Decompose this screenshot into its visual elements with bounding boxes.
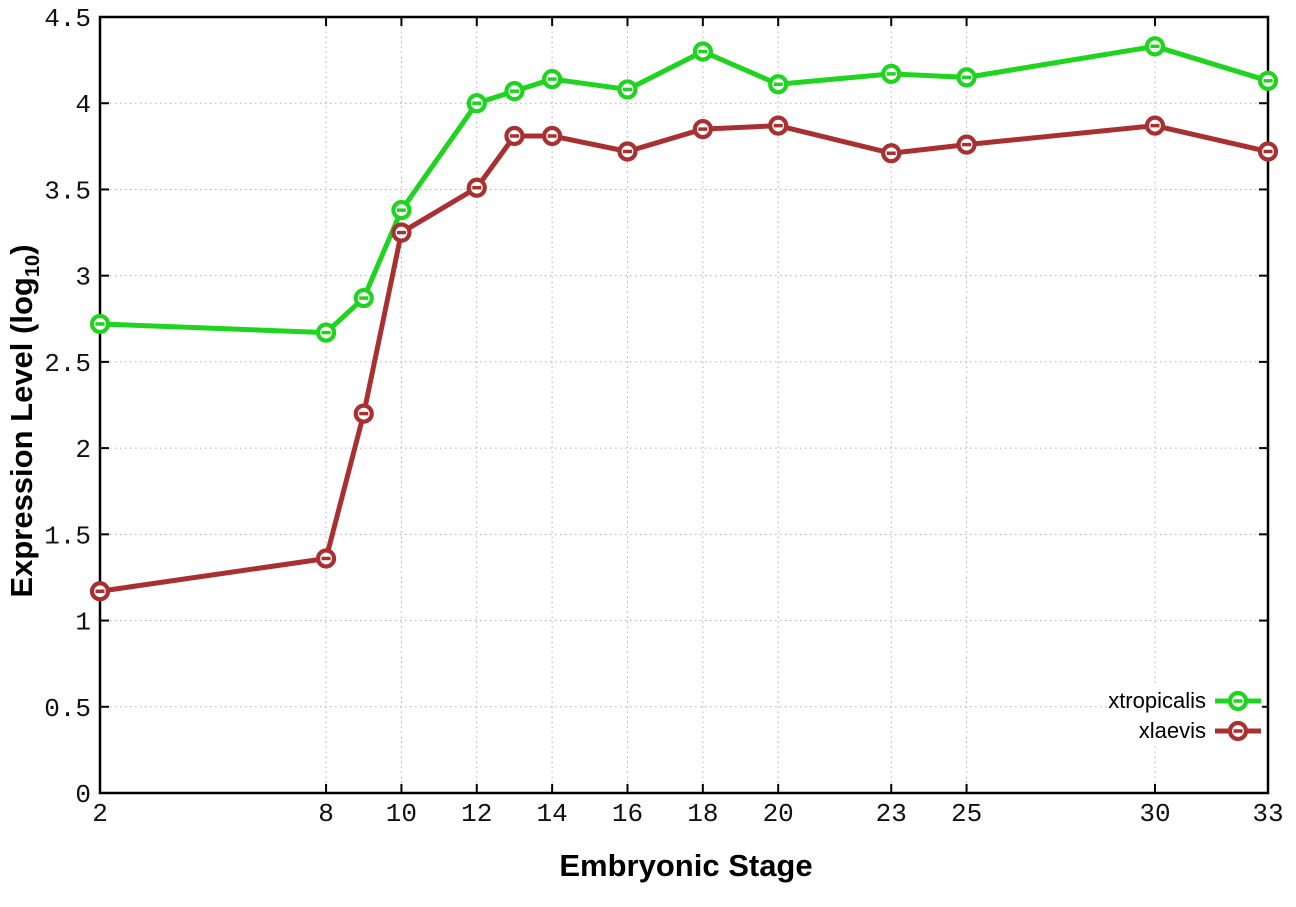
series-line-xlaevis (97, 123, 1271, 594)
x-axis-label: Embryonic Stage (559, 848, 813, 883)
legend-label-xtropicalis: xtropicalis (1108, 688, 1206, 713)
x-tick-label: 14 (537, 799, 568, 829)
y-tick-label: 4.5 (44, 4, 91, 34)
x-tick-label: 10 (386, 799, 417, 829)
y-axis-label-subscript: 10 (22, 254, 45, 278)
legend-item-xtropicalis: xtropicalis (1108, 686, 1262, 716)
legend: xtropicalis xlaevis (1108, 686, 1262, 746)
y-axis-label-text: Expression Level (log (4, 277, 39, 598)
legend-marker-xlaevis (1215, 720, 1261, 742)
x-tick-label: 25 (951, 799, 982, 829)
y-tick-label: 2 (75, 435, 91, 465)
y-tick-label: 2.5 (44, 349, 91, 379)
plot-border (98, 15, 1270, 795)
x-tick-label: 30 (1139, 799, 1170, 829)
x-tick-label: 23 (876, 799, 907, 829)
y-tick-label: 1.5 (44, 521, 91, 551)
legend-label-xlaevis: xlaevis (1138, 718, 1206, 743)
legend-marker-xtropicalis (1215, 690, 1261, 712)
legend-item-xlaevis: xlaevis (1108, 716, 1262, 746)
y-tick-label: 1 (75, 608, 91, 638)
x-tick-label: 16 (612, 799, 643, 829)
y-axis-label-suffix: ) (4, 244, 39, 255)
y-tick-label: 3 (75, 263, 91, 293)
y-tick-label: 0 (75, 780, 91, 810)
y-tick-label: 0.5 (44, 694, 91, 724)
x-tick-label: 18 (687, 799, 718, 829)
y-axis-label: Expression Level (log10) (4, 211, 44, 631)
x-tick-label: 33 (1252, 799, 1283, 829)
x-tick-label: 12 (461, 799, 492, 829)
series-line-xtropicalis (97, 43, 1271, 336)
x-tick-label: 8 (318, 799, 334, 829)
x-tick-label: 20 (763, 799, 794, 829)
y-tick-label: 4 (75, 90, 91, 120)
x-tick-label: 2 (92, 799, 108, 829)
y-tick-label: 3.5 (44, 176, 91, 206)
